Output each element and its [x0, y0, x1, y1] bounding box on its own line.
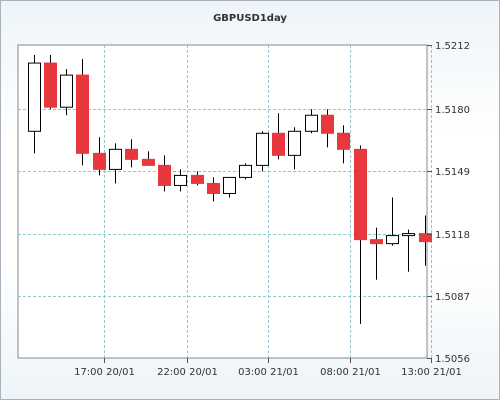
- candle: [109, 143, 122, 184]
- candle: [142, 151, 155, 166]
- candle-body-down: [272, 132, 285, 156]
- candle-body-up: [174, 174, 187, 186]
- candle: [60, 69, 73, 116]
- chart-title: GBPUSD1day: [213, 13, 287, 24]
- candle-body-up: [288, 130, 301, 156]
- x-tick-label: 03:00 21/01: [238, 367, 299, 378]
- y-tick-label: 1.5149: [435, 167, 470, 178]
- candle: [272, 113, 285, 160]
- x-tick-label: 17:00 20/01: [74, 367, 135, 378]
- candle: [288, 127, 301, 170]
- candle-body-down: [370, 239, 383, 245]
- candle-body-down: [158, 164, 171, 186]
- y-tick-label: 1.5212: [435, 41, 470, 52]
- candle-body-down: [93, 152, 106, 170]
- candle-body-up: [60, 74, 73, 108]
- candle-body-up: [256, 132, 269, 166]
- candle-body-down: [44, 62, 57, 108]
- x-tick-label: 13:00 21/01: [401, 367, 462, 378]
- candle: [305, 109, 318, 134]
- x-tick-label: 08:00 21/01: [320, 367, 381, 378]
- candle: [370, 227, 383, 280]
- candle-body-up: [402, 233, 415, 237]
- y-tick-label: 1.5056: [435, 354, 470, 365]
- candle-body-down: [321, 114, 334, 134]
- candle-body-up: [239, 164, 252, 178]
- y-tick-label: 1.5180: [435, 105, 470, 116]
- candle: [337, 125, 350, 164]
- candle: [93, 137, 106, 176]
- candle: [321, 109, 334, 148]
- candle: [223, 176, 236, 198]
- x-tick-label: 22:00 20/01: [157, 367, 218, 378]
- candle: [76, 59, 89, 166]
- candle-body-up: [109, 148, 122, 170]
- candle-body-down: [207, 182, 220, 194]
- x-axis: 17:00 20/01 22:00 20/01 03:00 21/01 08:00 2…: [74, 358, 462, 378]
- candle: [125, 139, 138, 168]
- candle: [207, 177, 220, 202]
- candle: [354, 145, 367, 324]
- candle-body-down: [125, 148, 138, 160]
- candles: [28, 55, 432, 324]
- candle: [386, 197, 399, 246]
- y-tick-label: 1.5087: [435, 292, 470, 303]
- candle-body-down: [191, 174, 204, 184]
- candle: [191, 171, 204, 186]
- candle-body-up: [223, 176, 236, 194]
- candle: [174, 169, 187, 192]
- candle: [419, 215, 432, 266]
- candle-body-down: [337, 132, 350, 150]
- candle: [239, 163, 252, 180]
- y-axis: 1.5212 1.5180 1.5149 1.5118 1.5087 1.5056: [427, 41, 470, 365]
- candle-body-up: [28, 62, 41, 132]
- candle: [158, 155, 171, 192]
- vertical-gridlines: [104, 45, 432, 358]
- candle: [256, 131, 269, 172]
- candle: [402, 229, 415, 272]
- candle-body-down: [354, 148, 367, 241]
- candle-body-down: [419, 233, 432, 243]
- candle-body-down: [76, 74, 89, 154]
- candle-body-down: [142, 158, 155, 166]
- candle: [44, 55, 57, 110]
- y-tick-label: 1.5118: [435, 230, 470, 241]
- candle: [28, 55, 41, 154]
- candle-body-up: [305, 114, 318, 132]
- candle-body-up: [386, 235, 399, 245]
